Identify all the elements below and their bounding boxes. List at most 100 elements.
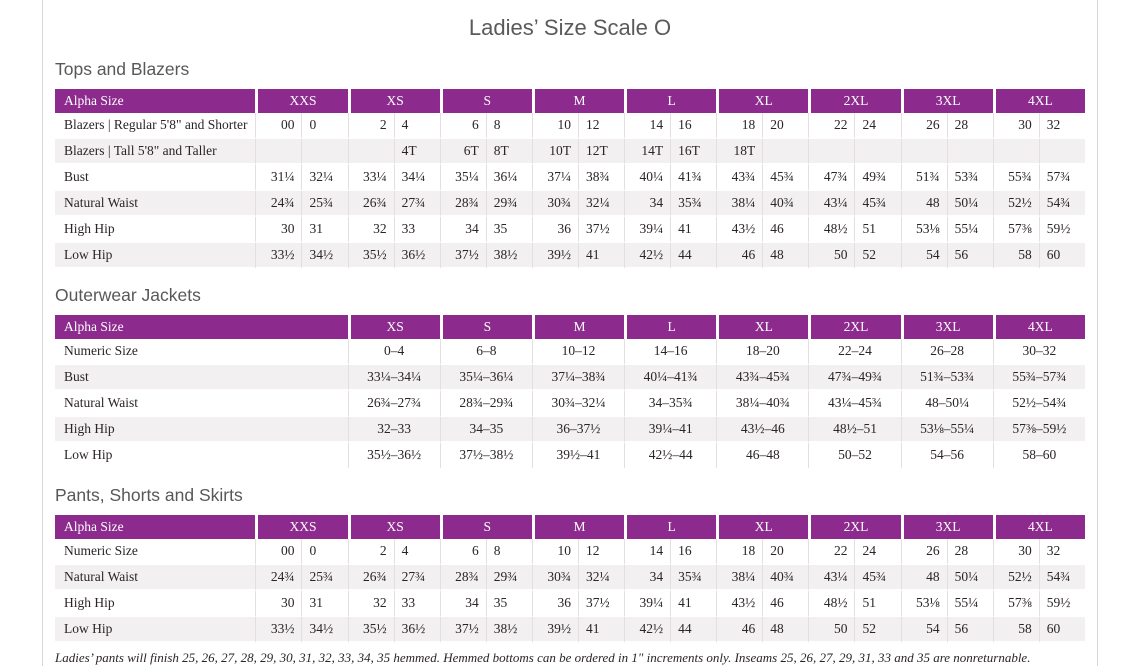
size-value-cell: 34 — [624, 191, 671, 217]
table-row: Numeric Size 0–4 6–8 10–12 14–16 18–20 22–24 26… — [55, 339, 1085, 365]
size-value-cell: 47¾ — [808, 165, 855, 191]
size-value-cell: 24¾ — [255, 191, 302, 217]
size-value-cell: 58 — [992, 617, 1039, 643]
size-value-cell: 37¼–38¾ — [531, 365, 625, 391]
size-value-cell: 16T — [670, 139, 717, 165]
size-value-cell: 39¼ — [624, 591, 671, 617]
table-row: Low Hip 35½–36½ 37½–38½ 39½–41 42½–44 46–48 50… — [55, 443, 1085, 469]
table-row: Blazers | Tall 5'8" and Taller 4T 6T 8T 10T 1… — [55, 139, 1085, 165]
row-label: Numeric Size — [55, 539, 256, 565]
row-label: High Hip — [55, 217, 256, 243]
size-column-header: XS — [347, 515, 440, 539]
size-value-cell: 33¼ — [347, 165, 394, 191]
size-value-cell: 58 — [992, 243, 1039, 269]
size-value-cell: 14–16 — [624, 339, 717, 365]
size-value-cell: 41¾ — [670, 165, 717, 191]
size-value-cell: 00 — [255, 113, 302, 139]
table-row: High Hip 30 31 32 33 34 35 36 37½ 39¼ 41 43½ 46 48½ 51… — [55, 217, 1085, 243]
size-value-cell: 55¾–57¾ — [992, 365, 1085, 391]
document-frame: Ladies’ Size Scale O Tops and Blazers Alp… — [42, 0, 1098, 666]
section-tops-and-blazers: Tops and Blazers Alpha Size XXS XS S M L XL 2XL 3… — [55, 58, 1085, 269]
size-value-cell: 45¾ — [854, 191, 901, 217]
size-value-cell: 14 — [624, 113, 671, 139]
size-value-cell: 52 — [854, 243, 901, 269]
size-value-cell: 26 — [900, 113, 947, 139]
size-value-cell: 50 — [808, 243, 855, 269]
size-value-cell: 6 — [439, 539, 486, 565]
size-value-cell: 32¼ — [577, 565, 625, 591]
size-value-cell: 36¼ — [485, 165, 532, 191]
size-value-cell: 38¼–40¾ — [716, 391, 809, 417]
size-value-cell: 30 — [255, 591, 302, 617]
size-value-cell: 24 — [854, 539, 901, 565]
size-value-cell: 26¾ — [347, 565, 394, 591]
size-value-cell: 27¾ — [393, 191, 440, 217]
size-value-cell: 49¾ — [854, 165, 901, 191]
size-value-cell: 43¼ — [808, 565, 855, 591]
row-label: Numeric Size — [55, 339, 348, 365]
size-value-cell: 10–12 — [531, 339, 625, 365]
size-column-header: XL — [716, 315, 809, 339]
size-value-cell: 36 — [531, 217, 578, 243]
size-value-cell: 57¾ — [1038, 165, 1085, 191]
size-value-cell: 30 — [992, 539, 1039, 565]
size-value-cell — [808, 139, 855, 165]
size-value-cell: 34¼ — [393, 165, 440, 191]
size-value-cell: 53¾ — [946, 165, 993, 191]
size-value-cell: 6 — [439, 113, 486, 139]
size-value-cell: 0–4 — [347, 339, 440, 365]
table-row: Numeric Size 00 0 2 4 6 8 10 12 14 16 18 20 22 24 26 28 3… — [55, 539, 1085, 565]
size-value-cell: 57⅜–59½ — [992, 417, 1085, 443]
size-value-cell: 0 — [301, 113, 348, 139]
size-value-cell — [255, 139, 302, 165]
size-value-cell: 48 — [900, 565, 947, 591]
size-value-cell: 57⅜ — [992, 591, 1039, 617]
size-column-header: XS — [347, 315, 440, 339]
size-value-cell: 38¼ — [716, 191, 763, 217]
size-value-cell: 36–37½ — [531, 417, 625, 443]
size-value-cell: 32 — [347, 217, 394, 243]
size-value-cell: 40¾ — [762, 565, 809, 591]
size-value-cell — [900, 139, 947, 165]
size-value-cell: 56 — [946, 243, 993, 269]
size-value-cell: 50¼ — [946, 565, 993, 591]
size-value-cell: 52½ — [992, 565, 1039, 591]
size-value-cell: 2 — [347, 113, 394, 139]
alpha-size-header: Alpha Size — [55, 515, 256, 539]
row-label: Natural Waist — [55, 391, 348, 417]
size-column-header: 3XL — [900, 315, 993, 339]
table-row: Bust 31¼ 32¼ 33¼ 34¼ 35¼ 36¼ 37¼ 38¾ 40¼ 41¾ 43¾ 45¾… — [55, 165, 1085, 191]
size-value-cell: 37½ — [577, 217, 625, 243]
size-table-outerwear-jackets: Alpha Size XS S M L XL 2XL 3XL 4XL Numeric Size 0–… — [55, 315, 1085, 469]
size-value-cell: 43½ — [716, 591, 763, 617]
header-row: Alpha Size XXS XS S M L XL 2XL 3XL 4XL — [55, 89, 1085, 113]
size-value-cell: 51¾–53¾ — [900, 365, 993, 391]
size-value-cell: 40¼–41¾ — [624, 365, 717, 391]
size-value-cell: 30¾–32¼ — [531, 391, 625, 417]
size-value-cell: 54¾ — [1038, 191, 1085, 217]
size-column-header: 2XL — [808, 315, 901, 339]
table-row: Low Hip 33½ 34½ 35½ 36½ 37½ 38½ 39½ 41 42½ 44 46 48 5… — [55, 243, 1085, 269]
row-label: Natural Waist — [55, 565, 256, 591]
size-value-cell: 28 — [946, 113, 993, 139]
size-value-cell: 48½ — [808, 217, 855, 243]
size-value-cell: 37½ — [439, 243, 486, 269]
size-value-cell: 32¼ — [301, 165, 348, 191]
section-outerwear-jackets: Outerwear Jackets Alpha Size XS S M L XL 2XL 3XL… — [55, 284, 1085, 469]
size-value-cell: 6–8 — [439, 339, 532, 365]
size-value-cell: 47¾–49¾ — [808, 365, 901, 391]
size-value-cell: 28¾ — [439, 565, 486, 591]
size-column-header: 3XL — [900, 515, 993, 539]
size-value-cell: 33½ — [255, 243, 302, 269]
size-value-cell: 18 — [716, 113, 763, 139]
size-value-cell: 31 — [301, 217, 348, 243]
size-value-cell: 24 — [854, 113, 901, 139]
size-value-cell — [992, 139, 1039, 165]
size-column-header: L — [624, 315, 717, 339]
size-column-header: 3XL — [900, 89, 993, 113]
size-column-header: 4XL — [992, 89, 1085, 113]
size-value-cell: 33 — [393, 217, 440, 243]
size-value-cell: 43¼–45¾ — [808, 391, 901, 417]
size-value-cell: 33¼–34¼ — [347, 365, 440, 391]
section-heading: Outerwear Jackets — [55, 285, 201, 305]
